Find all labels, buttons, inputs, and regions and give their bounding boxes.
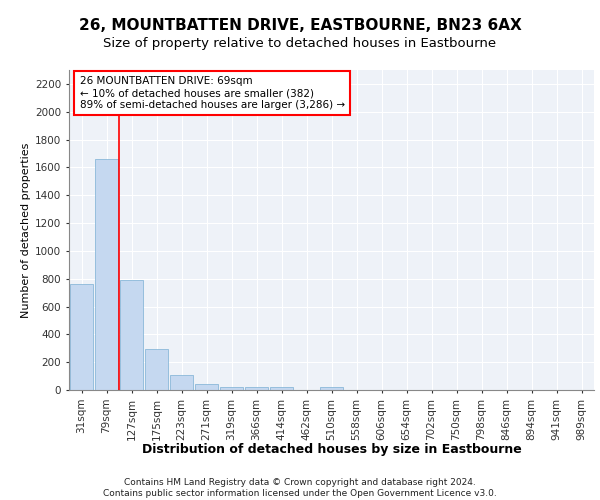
Bar — [145, 349, 169, 390]
Text: 26 MOUNTBATTEN DRIVE: 69sqm
← 10% of detached houses are smaller (382)
89% of se: 26 MOUNTBATTEN DRIVE: 69sqm ← 10% of det… — [79, 76, 344, 110]
Bar — [220, 386, 244, 390]
Bar — [119, 280, 143, 390]
Text: 26, MOUNTBATTEN DRIVE, EASTBOURNE, BN23 6AX: 26, MOUNTBATTEN DRIVE, EASTBOURNE, BN23 … — [79, 18, 521, 32]
Text: Contains HM Land Registry data © Crown copyright and database right 2024.
Contai: Contains HM Land Registry data © Crown c… — [103, 478, 497, 498]
Bar — [95, 159, 118, 390]
Bar — [194, 384, 218, 390]
X-axis label: Distribution of detached houses by size in Eastbourne: Distribution of detached houses by size … — [142, 442, 521, 456]
Bar — [170, 374, 193, 390]
Bar — [320, 387, 343, 390]
Bar — [269, 387, 293, 390]
Bar — [245, 387, 268, 390]
Text: Size of property relative to detached houses in Eastbourne: Size of property relative to detached ho… — [103, 38, 497, 51]
Bar — [70, 284, 94, 390]
Y-axis label: Number of detached properties: Number of detached properties — [21, 142, 31, 318]
